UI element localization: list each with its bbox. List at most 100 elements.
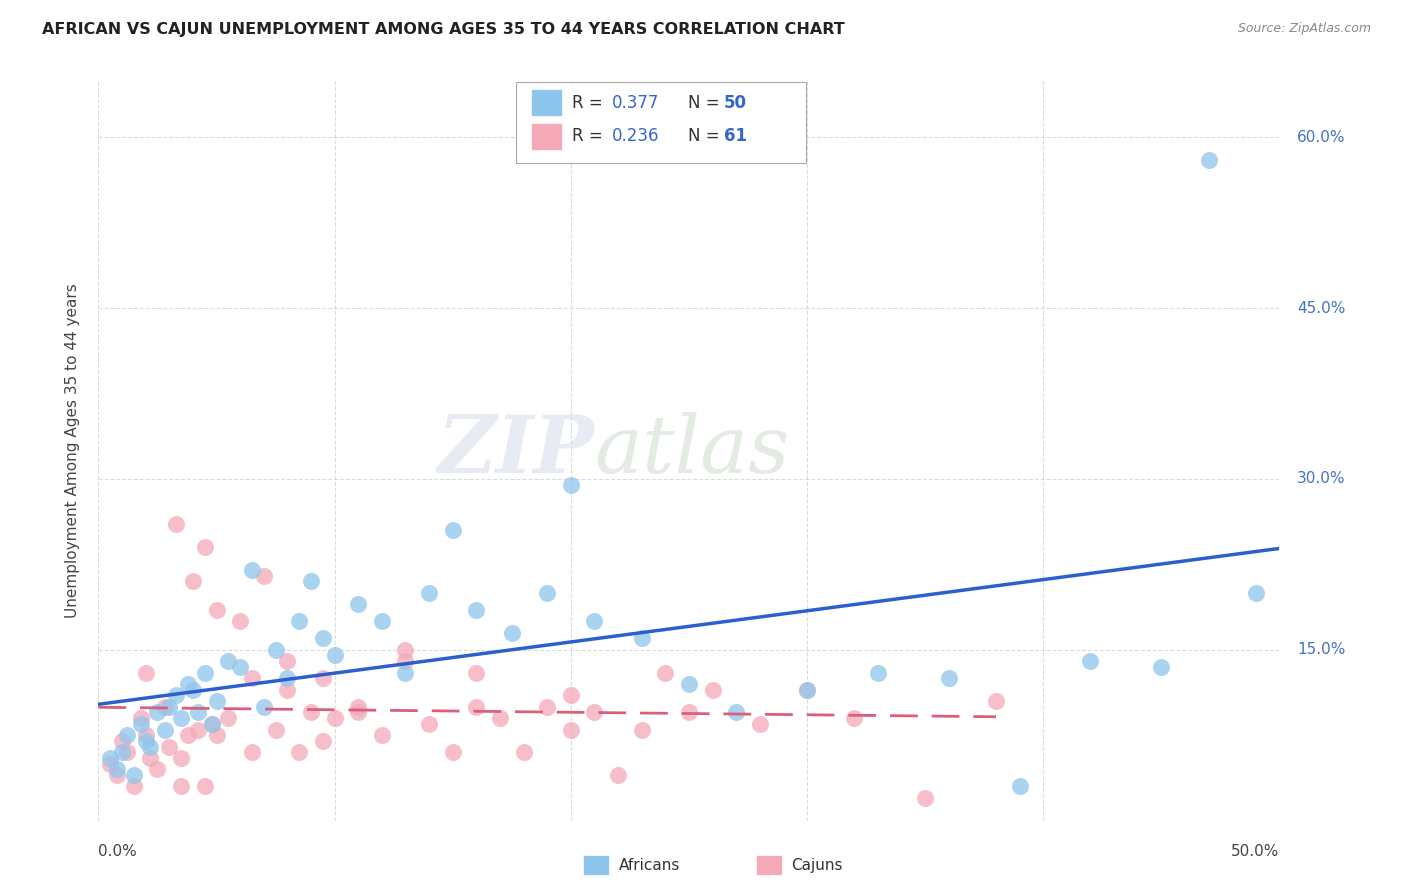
Point — [98, 751, 121, 765]
Point — [654, 665, 676, 680]
Point — [796, 682, 818, 697]
Text: N =: N = — [688, 128, 724, 145]
Point — [583, 706, 606, 720]
Point — [560, 723, 582, 737]
Point — [1008, 780, 1031, 794]
Point — [678, 677, 700, 691]
Point — [157, 699, 180, 714]
Point — [177, 677, 200, 691]
Point — [122, 780, 145, 794]
Point — [205, 728, 228, 742]
Point — [153, 723, 176, 737]
Point — [418, 586, 440, 600]
Text: Source: ZipAtlas.com: Source: ZipAtlas.com — [1237, 22, 1371, 36]
Point — [501, 625, 523, 640]
Point — [205, 694, 228, 708]
Point — [139, 739, 162, 754]
Point — [394, 642, 416, 657]
Y-axis label: Unemployment Among Ages 35 to 44 years: Unemployment Among Ages 35 to 44 years — [65, 283, 80, 618]
Text: 0.377: 0.377 — [612, 94, 659, 112]
Point — [394, 654, 416, 668]
Text: Africans: Africans — [619, 858, 681, 872]
Point — [371, 728, 394, 742]
Point — [170, 751, 193, 765]
Point — [630, 723, 652, 737]
Text: 0.236: 0.236 — [612, 128, 659, 145]
Point — [347, 699, 370, 714]
Text: ZIP: ZIP — [437, 412, 595, 489]
Point — [347, 597, 370, 611]
Point — [115, 745, 138, 759]
Point — [105, 763, 128, 777]
Point — [187, 706, 209, 720]
Point — [240, 671, 263, 685]
Point — [418, 716, 440, 731]
Text: Cajuns: Cajuns — [792, 858, 844, 872]
Point — [181, 574, 204, 589]
Point — [465, 699, 488, 714]
Point — [201, 716, 224, 731]
Point — [678, 706, 700, 720]
Point — [146, 763, 169, 777]
Point — [312, 632, 335, 646]
Point — [536, 699, 558, 714]
Point — [536, 586, 558, 600]
Point — [560, 689, 582, 703]
Point — [276, 671, 298, 685]
Point — [181, 682, 204, 697]
Point — [347, 706, 370, 720]
Point — [165, 689, 187, 703]
Point — [560, 477, 582, 491]
Text: 45.0%: 45.0% — [1298, 301, 1346, 316]
Point — [796, 682, 818, 697]
Point — [441, 523, 464, 537]
Text: 50: 50 — [724, 94, 747, 112]
Point — [583, 615, 606, 629]
Point — [135, 665, 157, 680]
Text: 60.0%: 60.0% — [1298, 129, 1346, 145]
Point — [229, 660, 252, 674]
Point — [135, 728, 157, 742]
Point — [465, 665, 488, 680]
Point — [725, 706, 748, 720]
Text: R =: R = — [572, 128, 609, 145]
Point — [194, 780, 217, 794]
Point — [122, 768, 145, 782]
Point — [371, 615, 394, 629]
Point — [914, 790, 936, 805]
Point — [170, 780, 193, 794]
Point — [264, 642, 287, 657]
Point — [984, 694, 1007, 708]
Point — [157, 739, 180, 754]
Point — [187, 723, 209, 737]
Point — [489, 711, 512, 725]
Point — [98, 756, 121, 771]
Point — [240, 745, 263, 759]
Point — [253, 699, 276, 714]
Point — [299, 574, 322, 589]
Point — [441, 745, 464, 759]
Point — [264, 723, 287, 737]
Point — [111, 745, 134, 759]
Point — [240, 563, 263, 577]
Point — [394, 665, 416, 680]
Point — [105, 768, 128, 782]
Point — [194, 541, 217, 555]
Point — [139, 751, 162, 765]
Point — [111, 734, 134, 748]
Point — [465, 603, 488, 617]
Point — [135, 734, 157, 748]
Point — [312, 734, 335, 748]
Point — [1198, 153, 1220, 167]
Point — [217, 654, 239, 668]
Point — [115, 728, 138, 742]
Point — [129, 711, 152, 725]
Text: AFRICAN VS CAJUN UNEMPLOYMENT AMONG AGES 35 TO 44 YEARS CORRELATION CHART: AFRICAN VS CAJUN UNEMPLOYMENT AMONG AGES… — [42, 22, 845, 37]
Point — [323, 648, 346, 663]
Point — [194, 665, 217, 680]
Text: 50.0%: 50.0% — [1232, 845, 1279, 859]
Text: 61: 61 — [724, 128, 747, 145]
Point — [323, 711, 346, 725]
Point — [205, 603, 228, 617]
Point — [165, 517, 187, 532]
